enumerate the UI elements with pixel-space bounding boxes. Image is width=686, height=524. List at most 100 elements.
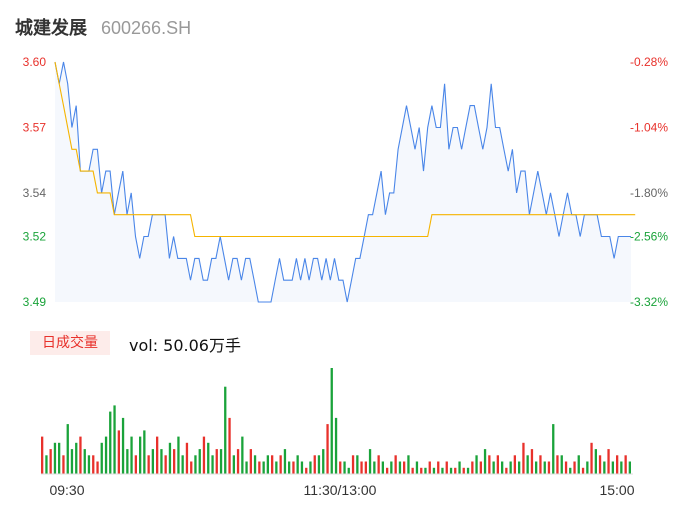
volume-bar xyxy=(100,442,103,474)
volume-bar xyxy=(126,449,129,474)
y-tick-label: 3.57 xyxy=(23,120,47,134)
volume-bar xyxy=(569,467,572,474)
volume-bar xyxy=(403,461,406,474)
price-area xyxy=(55,62,631,302)
volume-bar xyxy=(139,436,142,474)
volume-bar xyxy=(594,449,597,474)
volume-bar xyxy=(300,461,304,474)
volume-bar xyxy=(313,455,316,474)
volume-bar xyxy=(466,467,470,474)
volume-bar xyxy=(168,442,172,474)
volume-bar xyxy=(181,455,184,474)
volume-bar xyxy=(70,449,74,474)
volume-bar xyxy=(96,461,99,474)
volume-bar xyxy=(411,467,414,474)
volume-bar xyxy=(415,461,419,474)
volume-bar xyxy=(79,436,82,474)
volume-bar xyxy=(49,449,52,474)
volume-bar xyxy=(535,461,538,474)
volume-bar xyxy=(160,449,163,474)
volume-bar xyxy=(228,417,231,474)
volume-bar xyxy=(509,461,512,474)
volume-bar xyxy=(552,424,555,474)
volume-bar xyxy=(190,461,193,474)
volume-bar xyxy=(339,461,342,474)
volume-bar xyxy=(611,461,614,474)
volume-bar xyxy=(530,449,534,474)
volume-tag[interactable]: 日成交量 xyxy=(30,331,110,355)
volume-bar xyxy=(62,455,65,474)
x-tick-label: 11:30/13:00 xyxy=(304,482,377,498)
volume-bar xyxy=(368,449,372,474)
volume-bar xyxy=(202,436,206,474)
volume-bar xyxy=(143,430,146,474)
volume-bar xyxy=(445,461,448,474)
volume-bar xyxy=(283,449,287,474)
volume-bar xyxy=(351,455,355,474)
volume-bar xyxy=(173,449,176,474)
volume-bar xyxy=(83,449,86,474)
volume-bar xyxy=(194,455,197,474)
volume-bar xyxy=(479,461,482,474)
volume-bar xyxy=(207,442,210,474)
volume-bar xyxy=(322,449,325,474)
volume-bar xyxy=(211,455,214,474)
volume-bar xyxy=(347,467,350,474)
y-tick-label: 3.60 xyxy=(23,55,47,69)
volume-bar xyxy=(109,411,112,474)
volume-bar xyxy=(296,455,299,474)
volume-bar xyxy=(437,461,440,474)
right-tick-label: -1.80% xyxy=(630,186,668,200)
volume-bar xyxy=(475,455,478,474)
volume-bar xyxy=(104,436,108,474)
volume-bar xyxy=(454,467,457,474)
y-tick-label: 3.52 xyxy=(23,230,47,244)
volume-bar xyxy=(45,455,48,474)
volume-bar xyxy=(134,455,137,474)
volume-bar xyxy=(449,467,453,474)
volume-bar xyxy=(543,461,546,474)
volume-bar xyxy=(526,455,529,474)
volume-bar xyxy=(156,436,159,474)
volume-bar xyxy=(130,436,133,474)
volume-bar xyxy=(288,461,291,474)
volume-bar xyxy=(603,461,606,474)
volume-bar xyxy=(326,424,329,474)
stock-name: 城建发展 xyxy=(15,18,87,39)
volume-bar xyxy=(441,467,444,474)
volume-bar xyxy=(420,467,423,474)
volume-bar xyxy=(496,455,499,474)
volume-bar xyxy=(343,461,346,474)
volume-bar xyxy=(87,455,91,474)
volume-value: vol: 50.06万手 xyxy=(129,336,241,355)
right-tick-label: -2.56% xyxy=(630,230,668,244)
volume-bar xyxy=(334,417,338,474)
volume-bar xyxy=(501,461,504,474)
volume-bar xyxy=(75,442,78,474)
volume-bar xyxy=(177,436,180,474)
volume-bar xyxy=(513,455,516,474)
y-tick-label: 3.49 xyxy=(23,295,47,309)
volume-bar xyxy=(271,455,274,474)
volume-bar xyxy=(424,467,427,474)
stock-code: 600266.SH xyxy=(101,18,192,38)
volume-bar xyxy=(164,455,167,474)
volume-bar xyxy=(117,430,120,474)
volume-bar xyxy=(620,461,623,474)
volume-bar xyxy=(258,461,261,474)
volume-bar xyxy=(398,461,402,474)
volume-bar xyxy=(219,449,223,474)
volume-bar xyxy=(305,467,308,474)
volume-bar xyxy=(616,455,619,474)
volume-bar xyxy=(564,461,568,474)
volume-bar xyxy=(185,442,189,474)
x-tick-label: 09:30 xyxy=(49,482,84,498)
volume-bar xyxy=(428,461,431,474)
price-line xyxy=(54,61,631,303)
volume-bar xyxy=(556,455,559,474)
volume-bar xyxy=(309,461,312,474)
volume-bar xyxy=(92,455,95,474)
right-tick-label: -3.32% xyxy=(630,295,668,309)
volume-bar xyxy=(224,386,227,474)
